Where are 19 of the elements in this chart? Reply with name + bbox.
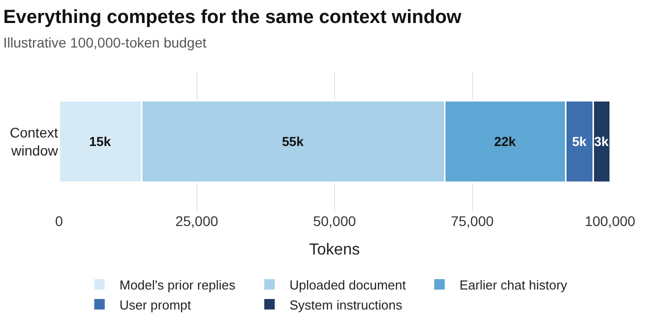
chart-subtitle: Illustrative 100,000-token budget	[3, 34, 206, 51]
x-axis-title: Tokens	[309, 242, 360, 259]
x-tick-label: 100,000	[584, 213, 636, 229]
legend-label: User prompt	[120, 297, 192, 312]
data-label: 3k	[594, 134, 610, 149]
data-label: 5k	[572, 134, 588, 149]
x-tick-label: 25,000	[175, 213, 218, 229]
y-tick-label: Context window	[10, 124, 59, 158]
chart-title: Everything competes for the same context window	[3, 7, 462, 28]
data-label: 15k	[89, 134, 112, 149]
data-label: 55k	[282, 134, 304, 149]
legend-label: System instructions	[290, 297, 403, 312]
legend-label: Uploaded document	[290, 277, 406, 292]
x-tick-label: 0	[55, 213, 64, 229]
legend-label: Model's prior replies	[120, 277, 236, 292]
legend-label: Earlier chat history	[460, 277, 568, 292]
x-tick-label: 75,000	[450, 213, 494, 229]
x-tick-label: 50,000	[313, 213, 356, 229]
data-label: 22k	[494, 134, 517, 149]
